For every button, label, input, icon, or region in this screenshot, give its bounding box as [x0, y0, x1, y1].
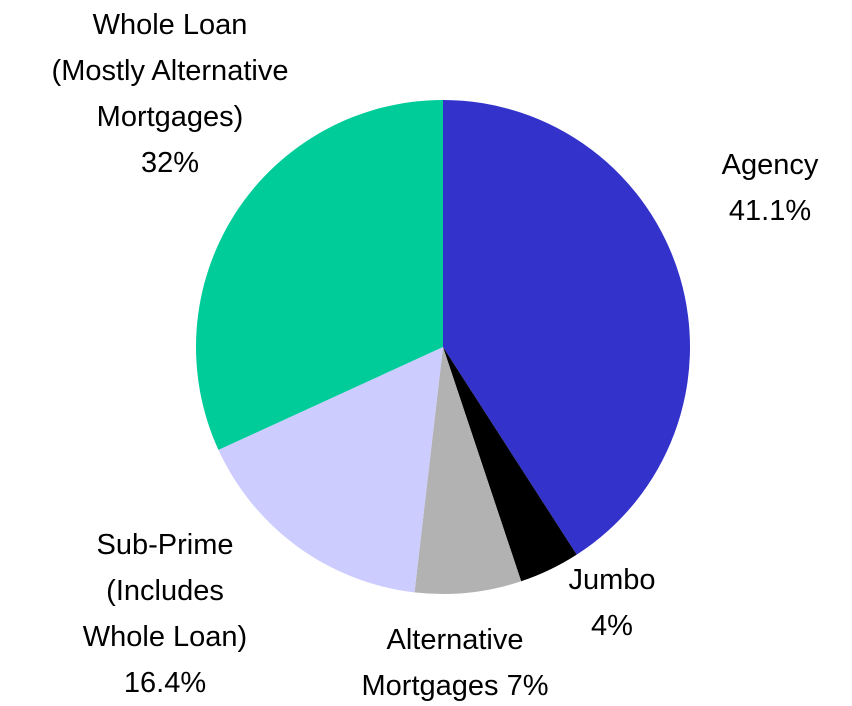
pie-slice — [443, 347, 577, 582]
value-label: 16.4% — [123, 667, 207, 699]
slice-label: Sub-Prime (Includes Whole Loan) 16.4% — [0, 522, 365, 706]
slice-label: Whole Loan (Mostly Alternative Mortgages… — [0, 2, 370, 186]
pie-slice — [218, 347, 443, 593]
slice-label: Jumbo 4% — [412, 557, 812, 649]
pie-slice — [443, 100, 690, 555]
category-label: Jumbo — [568, 564, 656, 596]
category-label: Whole Loan (Mostly Alternative Mortgages… — [51, 9, 289, 133]
value-label: 4% — [591, 610, 633, 642]
slice-label: Alternative Mortgages 7% — [255, 617, 655, 706]
value-label: 32% — [140, 147, 200, 179]
value-label: 7% — [506, 670, 549, 702]
value-label: 41.1% — [728, 195, 812, 227]
category-label: Sub-Prime (Includes Whole Loan) — [82, 529, 248, 653]
category-label: Alternative Mortgages — [361, 624, 524, 702]
pie-slice — [196, 100, 443, 450]
pie-slice — [414, 347, 522, 595]
slice-label: Agency 41.1% — [570, 142, 852, 234]
category-label: Agency — [721, 149, 819, 181]
